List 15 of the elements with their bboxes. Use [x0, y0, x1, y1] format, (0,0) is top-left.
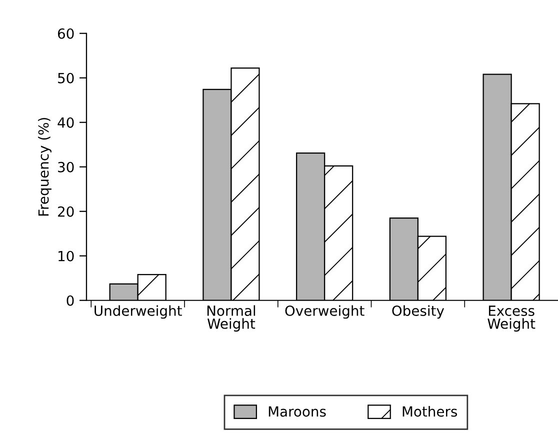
x-tick-label: Obesity [392, 305, 444, 319]
y-tick-label: 50 [58, 72, 74, 84]
x-tick-label: Excess Weight [488, 306, 536, 332]
x-tick-label: Underweight [94, 305, 182, 319]
y-tick-label: 10 [58, 250, 74, 262]
y-tick-label: 30 [58, 162, 74, 172]
y-axis-title: Frequency (%) [38, 118, 52, 216]
legend-label: Maroons [268, 406, 326, 417]
x-tick-label: Normal Weight [207, 305, 256, 332]
legend-label: Mothers [402, 406, 458, 417]
y-tick-label: 40 [58, 117, 74, 128]
y-tick-label: 0 [66, 295, 74, 306]
y-tick-label: 20 [58, 206, 74, 217]
y-tick-label: 60 [58, 28, 74, 39]
x-tick-label: Overweight [285, 305, 364, 319]
